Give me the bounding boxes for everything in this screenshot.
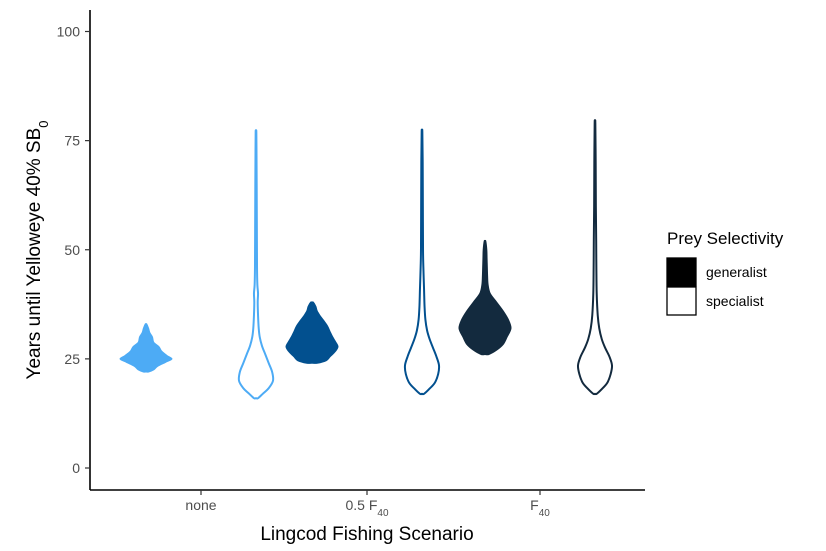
legend: Prey Selectivity generalist specialist (666, 229, 784, 316)
y-tick-label: 0 (72, 460, 80, 476)
axes (89, 10, 645, 491)
y-ticks: 0 25 50 75 100 (57, 24, 90, 476)
violin-specialist-1 (403, 128, 441, 396)
y-tick-label: 50 (64, 242, 80, 258)
x-ticks: none 0.5 F40 F40 (185, 490, 550, 519)
y-axis-title-main: Years until Yelloweye 40% SB (24, 128, 45, 380)
violin-generalist-2 (458, 239, 512, 356)
y-tick-label: 100 (57, 24, 81, 40)
x-axis-title: Lingcod Fishing Scenario (260, 524, 473, 545)
y-tick-label: 75 (64, 133, 80, 149)
x-tick-label: none (185, 497, 216, 513)
violin-specialist-2 (576, 119, 614, 396)
violin-specialist-0 (237, 129, 275, 400)
legend-label-specialist: specialist (706, 293, 764, 309)
legend-key-specialist (666, 286, 697, 316)
violin-generalist-0 (119, 323, 173, 373)
y-tick-label: 25 (64, 351, 80, 367)
violin-generalist-1 (285, 301, 339, 364)
legend-label-generalist: generalist (706, 264, 767, 280)
x-tick-label: F40 (530, 497, 550, 519)
legend-title: Prey Selectivity (667, 229, 784, 248)
y-axis-title-subscript: 0 (36, 121, 51, 128)
violins (119, 119, 614, 400)
legend-key-generalist (666, 257, 697, 287)
x-tick-label: 0.5 F40 (345, 497, 388, 519)
y-axis-title: Years until Yelloweye 40% SB0 (24, 121, 51, 380)
